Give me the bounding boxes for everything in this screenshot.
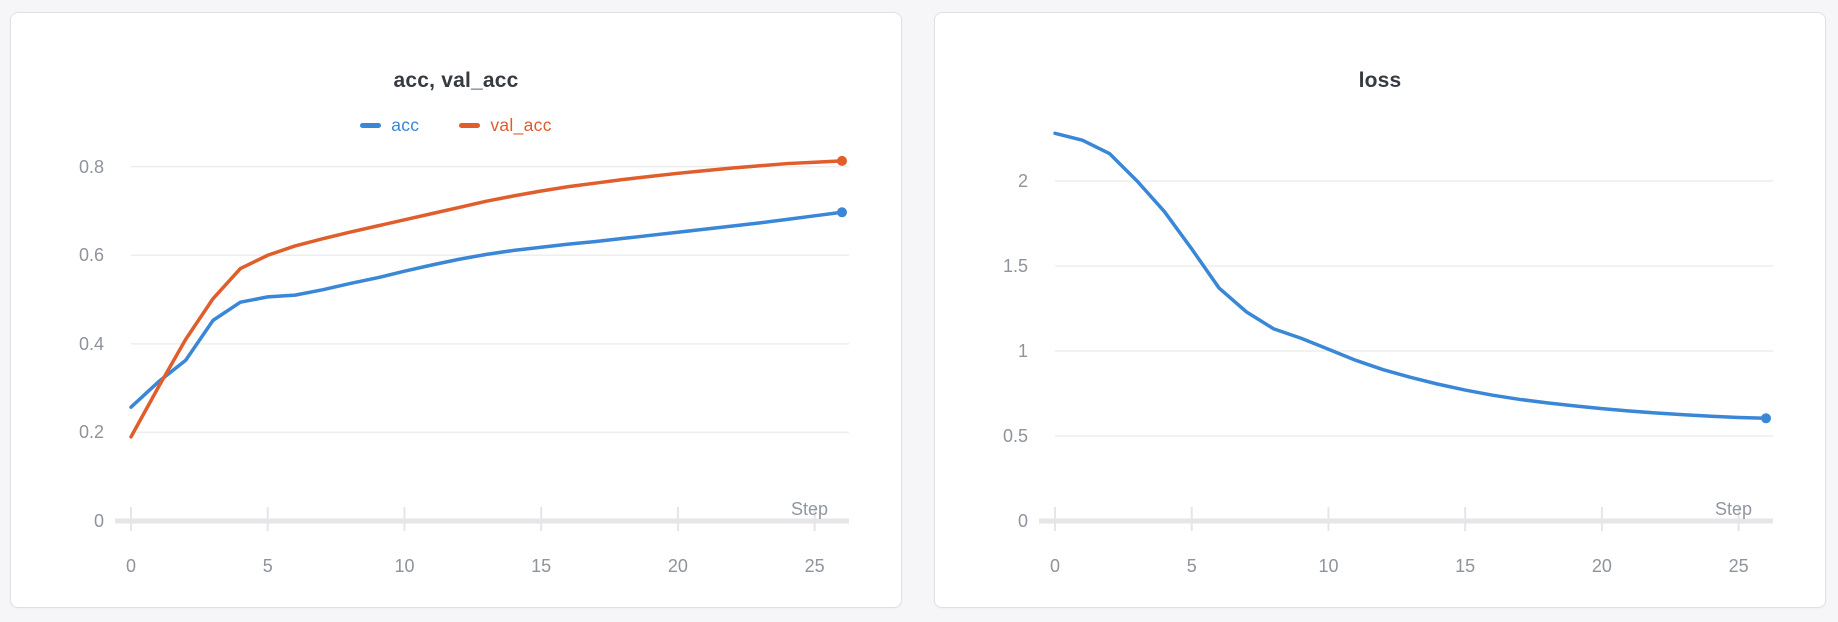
chart-title: loss <box>1358 69 1402 92</box>
chart-plot-area[interactable]: Step 0 0.5 1 1.5 2 0 5 10 15 20 25 <box>935 13 1825 607</box>
chart-plot-area[interactable]: Step 0 0.2 0.4 0.6 0.8 0 5 10 15 20 25 <box>11 13 901 607</box>
legend-label: val_acc <box>490 114 552 135</box>
legend-swatch-acc <box>360 122 382 128</box>
legend-item-acc[interactable]: acc <box>360 115 419 136</box>
line-chart-acc-val-acc <box>115 155 849 531</box>
panel-loss[interactable]: loss Step 0 0.5 1 1.5 2 0 5 10 15 20 25 <box>934 12 1826 608</box>
chart-legend: acc val_acc <box>11 114 901 136</box>
legend-label: acc <box>391 114 420 135</box>
x-axis-title: Step <box>1714 499 1752 519</box>
chart-title: acc, val_acc <box>393 69 519 92</box>
legend-item-val_acc[interactable]: val_acc <box>459 115 551 136</box>
legend-swatch-val_acc <box>459 122 481 128</box>
x-axis-title: Step <box>790 499 828 519</box>
line-chart-loss <box>1039 131 1773 531</box>
panel-acc-val-acc[interactable]: acc, val_acc acc val_acc Step 0 0.2 0.4 0.6 0… <box>10 12 902 608</box>
